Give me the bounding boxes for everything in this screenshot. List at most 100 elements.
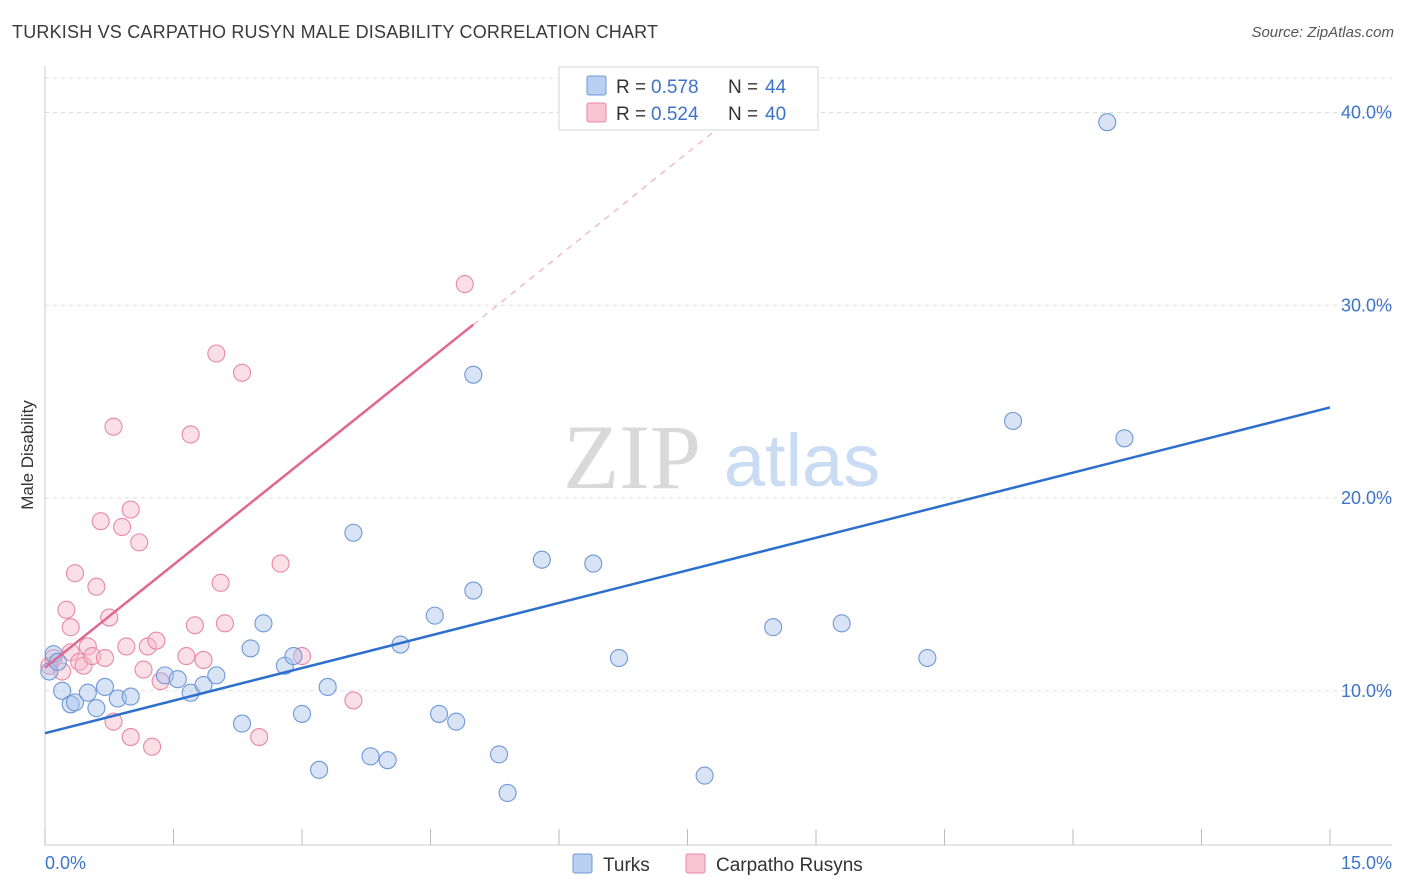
turks-point — [318, 677, 337, 696]
rusyn-point — [134, 660, 153, 679]
rusyn-point — [121, 500, 140, 519]
x-tick-label-max: 15.0% — [1341, 853, 1392, 873]
turks-point — [430, 704, 449, 723]
turks-point — [87, 699, 106, 718]
turks-point — [464, 581, 483, 600]
rusyn-point — [344, 691, 363, 710]
turks-point — [48, 652, 67, 671]
turks-point — [207, 666, 226, 685]
stats-n-label: N = — [728, 104, 758, 125]
rusyn-point — [65, 564, 85, 583]
turks-point — [292, 704, 312, 723]
stats-n-label: N = — [728, 77, 758, 98]
stats-n-value: 40 — [765, 104, 786, 125]
rusyn-point — [121, 728, 140, 747]
rusyn-point — [57, 600, 76, 619]
tick-labels: 10.0% 20.0% 30.0% 40.0% 0.0% 15.0% — [45, 103, 1392, 873]
turks-point — [584, 554, 603, 573]
turks-point — [310, 760, 329, 779]
rusyn-point — [130, 533, 149, 552]
axes — [44, 66, 1392, 846]
turks-point — [1003, 411, 1023, 431]
series-legend-swatch — [572, 853, 593, 874]
turks-point — [498, 783, 517, 803]
turks-trend-line — [44, 406, 1331, 735]
turks-point — [695, 766, 714, 785]
y-tick-label: 40.0% — [1341, 103, 1392, 123]
turks-point — [361, 747, 380, 766]
rusyn-point — [207, 344, 226, 363]
rusyn-point — [143, 737, 162, 756]
turks-point — [241, 639, 260, 658]
rusyn-point — [91, 512, 110, 531]
watermark: ZIP atlas — [563, 406, 880, 508]
series-legend-label: Turks — [603, 855, 650, 876]
stats-legend: R = 0.578 N = 44 R = 0.524 N = 40 — [558, 66, 819, 131]
turks-point — [95, 677, 115, 696]
rusyn-point — [147, 631, 166, 650]
turks-point — [378, 751, 397, 770]
rusyn-point — [104, 417, 123, 436]
stats-r-value: 0.578 — [651, 77, 699, 98]
turks-point — [464, 365, 483, 384]
y-tick-label: 10.0% — [1341, 681, 1392, 701]
y-tick-label: 20.0% — [1341, 488, 1392, 508]
series-legend-label: Carpatho Rusyns — [716, 855, 863, 876]
rusyn-point — [215, 614, 234, 633]
turks-point — [832, 614, 851, 633]
rusyn-point — [271, 554, 290, 573]
watermark-atlas: atlas — [724, 419, 880, 502]
turks-point — [232, 714, 252, 733]
rusyn-point — [455, 275, 474, 294]
x-tick-label-min: 0.0% — [45, 853, 86, 873]
rusyn-point — [211, 573, 230, 592]
rusyn-point — [113, 517, 132, 537]
turks-point — [1098, 113, 1117, 132]
rusyn-point — [117, 637, 136, 656]
turks-point — [532, 550, 551, 569]
stats-legend-swatch — [586, 102, 607, 123]
series-legend: Turks Carpatho Rusyns — [572, 853, 863, 876]
stats-n-value: 44 — [765, 77, 787, 98]
chart-title: TURKISH VS CARPATHO RUSYN MALE DISABILIT… — [12, 22, 659, 42]
rusyn-point — [194, 650, 213, 670]
rusyn-point — [185, 616, 204, 635]
turks-point — [65, 693, 85, 712]
rusyn-point — [177, 647, 196, 666]
rusyn-point — [95, 648, 115, 668]
turks-point — [53, 681, 72, 700]
rusyn-point — [53, 662, 72, 681]
rusyn-trend-line — [44, 323, 475, 669]
rusyn-trend-extension — [472, 117, 731, 326]
watermark-zip: ZIP — [563, 406, 701, 508]
series-legend-swatch — [685, 853, 706, 874]
turks-point — [764, 618, 783, 637]
stats-r-label: R = — [616, 104, 646, 125]
trend-lines — [44, 117, 1331, 735]
rusyn-point — [232, 363, 252, 382]
turks-point — [447, 712, 466, 731]
turks-point — [609, 648, 629, 668]
turks-point — [489, 745, 509, 764]
turks-point — [425, 606, 444, 625]
y-tick-label: 30.0% — [1341, 295, 1392, 315]
turks-point — [121, 687, 140, 706]
rusyn-point — [87, 577, 106, 596]
rusyn-point — [61, 618, 80, 637]
rusyn-point — [250, 728, 269, 747]
stats-r-value: 0.524 — [651, 104, 699, 125]
grid-lines — [45, 77, 1392, 692]
source-label: Source: ZipAtlas.com — [1251, 24, 1394, 41]
turks-point — [254, 614, 273, 633]
turks-point — [1115, 429, 1134, 448]
turks-point — [284, 647, 303, 666]
turks-point — [344, 523, 363, 542]
stats-legend-swatch — [586, 75, 607, 96]
rusyn-point — [78, 637, 97, 656]
turks-point — [168, 670, 187, 689]
stats-r-label: R = — [616, 77, 646, 98]
turks-point — [78, 683, 97, 702]
turks-point — [918, 648, 937, 668]
data-points — [40, 113, 1134, 803]
